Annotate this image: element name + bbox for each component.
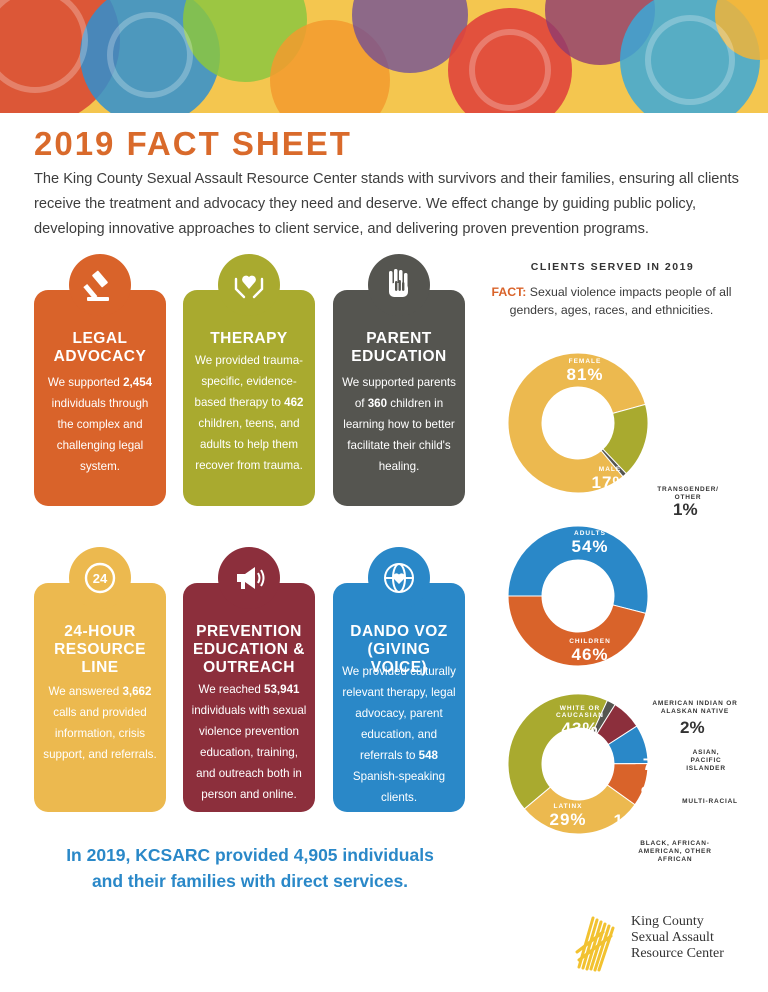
asian-label: ASIAN, PACIFIC ISLANDER [686,749,726,772]
svg-text:24: 24 [93,571,108,586]
fact-statement: FACT: Sexual violence impacts people of … [491,285,732,317]
slice-latinx [523,784,636,835]
megaphone-icon [218,547,280,609]
latinx-label: LATINX 29% [549,803,587,829]
multiracial-value: 9% [640,783,668,802]
slice-adults [507,525,649,615]
card-text: We answered 3,662 calls and provided inf… [43,685,157,761]
multiracial-label: MULTI-RACIAL [682,798,738,805]
slice-female [507,352,647,494]
card-text: We reached 53,941 individuals with sexua… [191,683,307,801]
race-donut-chart [507,693,649,835]
logo-scribble-icon [575,916,615,972]
kcsarc-logo: King County Sexual Assault Resource Cent… [573,912,753,972]
decorative-banner [0,0,768,113]
resource-line-card: 24 24-HOUR RESOURCE LINE We answered 3,6… [34,547,166,812]
intro-paragraph: The King County Sexual Assault Resource … [34,171,739,237]
card-text: We provided culturally relevant therapy,… [342,665,456,804]
summary-statement: In 2019, KCSARC provided 4,905 individua… [66,845,434,891]
card-title: DANDO VOZ (GIVING VOICE) [350,623,448,676]
gender-donut-chart [507,352,649,494]
card-text: We supported parents of 360 children in … [342,376,456,473]
legal-advocacy-card: LEGAL ADVOCACY We supported 2,454 indivi… [34,254,166,506]
children-label: CHILDREN 46% [569,638,611,664]
black-label: BLACK, AFRICAN-AMERICAN, OTHER AFRICAN [638,840,712,863]
logo-text: King County Sexual Assault Resource Cent… [631,914,724,961]
card-title: PREVENTION EDUCATION & OUTREACH [193,623,305,676]
transgender-value: 1% [673,500,698,519]
white-label: WHITE OR CAUCASIAN 43% [556,705,604,738]
clients-served-title: CLIENTS SERVED IN 2019 [530,261,695,273]
slice-white-or-caucasian [507,693,609,810]
page-title: 2019 FACT SHEET [34,125,352,162]
asian-value: 7% [642,755,670,774]
american-indian-label: AMERICAN INDIAN OR ALASKAN NATIVE [652,700,738,715]
slice-transgender-other [600,448,628,478]
globe-heart-icon [368,547,430,609]
hands-heart-icon [218,254,280,316]
phone-24-icon: 24 [69,547,131,609]
adults-label: ADULTS 54% [571,530,609,556]
female-label: FEMALE 81% [566,358,604,384]
card-title: 24-HOUR RESOURCE LINE [54,623,146,676]
slice-children [507,595,647,667]
dando-voz-card: DANDO VOZ (GIVING VOICE) We provided cul… [333,547,465,812]
parent-education-card: PARENT EDUCATION We supported parents of… [333,254,465,506]
black-value: 10% [613,811,651,830]
american-indian-value: 2% [680,718,705,737]
parent-child-hands-icon [368,254,430,316]
card-title: PARENT EDUCATION [351,330,447,365]
prevention-card: PREVENTION EDUCATION & OUTREACH We reach… [183,547,315,812]
card-title: LEGAL ADVOCACY [53,330,147,365]
gavel-icon [69,254,131,316]
male-label: MALE 17% [591,466,629,492]
transgender-label: TRANSGENDER/ OTHER [657,486,719,501]
therapy-card: THERAPY We provided trauma-specific, evi… [183,254,315,506]
age-donut-chart [507,525,649,667]
card-text: We provided trauma-specific, evidence-ba… [194,354,304,472]
card-text: We supported 2,454 individuals through t… [47,376,153,473]
card-title: THERAPY [210,330,288,347]
